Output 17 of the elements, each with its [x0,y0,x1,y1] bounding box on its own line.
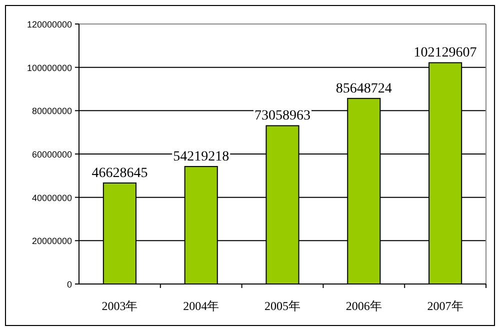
x-tick-label: 2004年 [183,299,220,313]
y-tick-label: 80000000 [32,106,72,116]
x-tick-label: 2006年 [346,299,382,313]
x-tick-label: 2003年 [102,299,138,313]
data-label: 102129607 [414,46,477,61]
y-tick-label: 20000000 [32,236,72,246]
data-label: 85648724 [336,81,392,96]
y-tick-label: 0 [66,280,72,290]
x-tick-label: 2007年 [427,299,464,313]
y-tick-label: 40000000 [32,192,72,203]
y-tick-label: 120000000 [26,20,72,30]
y-tick-label: 60000000 [32,150,72,160]
data-label: 46628645 [92,166,148,181]
data-label: 73058963 [254,108,310,124]
y-tick-label: 100000000 [26,62,72,73]
data-label: 54219218 [173,150,230,165]
x-tick-label: 2005年 [264,299,300,313]
